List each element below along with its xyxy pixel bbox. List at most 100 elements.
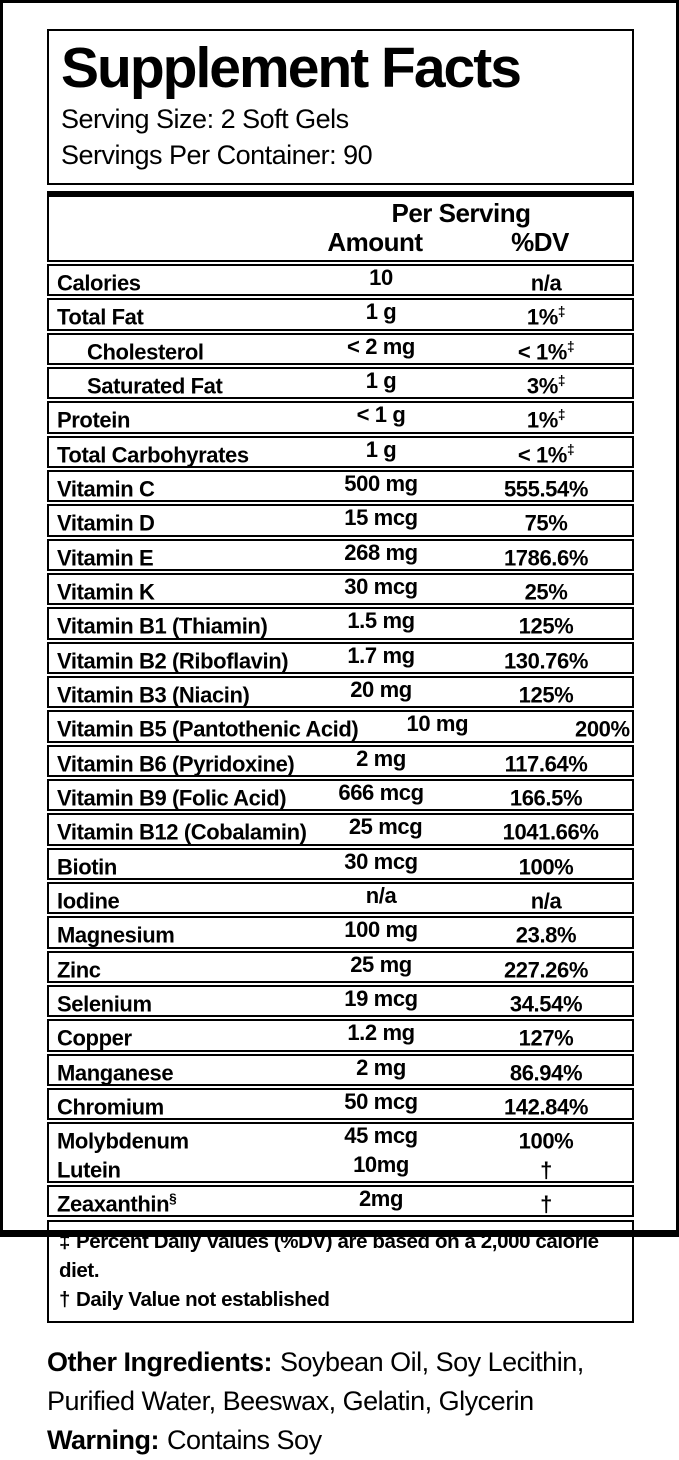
- dv-footnote-mark: ‡: [566, 338, 575, 354]
- dv-column-header: %DV: [511, 227, 569, 257]
- nutrient-name: Total Carbohyrates: [57, 441, 249, 467]
- facts-table: Per Serving Amount %DV Calories 10 n/a T…: [47, 191, 634, 1324]
- nutrient-name: Vitamin C: [57, 476, 155, 502]
- nutrient-name: Vitamin D: [57, 510, 155, 536]
- nutrient-daily-value: 1%‡: [526, 407, 566, 433]
- table-row: Vitamin K 30 mcg 25%: [47, 572, 634, 606]
- nutrient-name: Selenium: [57, 991, 152, 1017]
- per-serving-header: Per Serving: [391, 198, 531, 228]
- nutrient-daily-value: 23.8%: [515, 922, 577, 948]
- nutrient-daily-value: †: [540, 1191, 552, 1217]
- nutrient-name: Saturated Fat: [87, 373, 223, 399]
- nutrient-daily-value: 1786.6%: [503, 544, 589, 570]
- nutrient-name: Calories: [57, 270, 141, 296]
- nutrient-amount: 666 mcg: [338, 779, 424, 805]
- nutrient-amount: 19 mcg: [344, 985, 418, 1011]
- nutrient-daily-value: 100%: [518, 1128, 574, 1154]
- nutrient-amount: 1 g: [365, 367, 397, 393]
- footnote-box: ‡ Percent Daily Values (%DV) are based on…: [47, 1220, 634, 1324]
- servings-per-container: Servings Per Container: 90: [61, 140, 373, 170]
- nutrient-amount: 268 mg: [344, 539, 418, 565]
- nutrient-amount: < 2 mg: [347, 333, 415, 359]
- amount-column-header: Amount: [327, 227, 423, 257]
- nutrient-name: Magnesium: [57, 922, 175, 948]
- nutrient-daily-value: 130.76%: [503, 647, 589, 673]
- nutrient-name: Vitamin B6 (Pyridoxine): [57, 750, 295, 776]
- table-row: Vitamin B5 (Pantothenic Acid) 10 mg 200%: [47, 710, 634, 743]
- warning-label: Warning:: [47, 1425, 159, 1456]
- nutrient-amount: n/a: [365, 882, 397, 908]
- other-ingredients: Other Ingredients: Soybean Oil, Soy Lecit…: [47, 1343, 634, 1421]
- footnote-text: Daily Value not established: [76, 1288, 330, 1312]
- table-row: Vitamin C 500 mg 555.54%: [47, 469, 634, 503]
- table-row: Vitamin B1 (Thiamin) 1.5 mg 125%: [47, 607, 634, 640]
- nutrient-daily-value: 125%: [518, 682, 574, 708]
- table-row: Vitamin B3 (Niacin) 20 mg 125%: [47, 675, 634, 709]
- warning-text: Contains Soy: [166, 1425, 322, 1456]
- nutrient-name: Vitamin B2 (Riboflavin): [57, 647, 289, 673]
- table-row: Manganese 2 mg 86.94%: [47, 1053, 634, 1086]
- table-row: Selenium 19 mcg 34.54%: [47, 984, 634, 1018]
- nutrient-amount: 1.2 mg: [347, 1020, 415, 1046]
- nutrient-amount: 10mg: [353, 1151, 409, 1177]
- nutrient-name: Biotin: [57, 853, 117, 879]
- dv-footnote-mark: ‡: [557, 304, 566, 320]
- nutrient-daily-value: 86.94%: [509, 1059, 583, 1085]
- nutrient-daily-value: 1041.66%: [502, 819, 599, 845]
- nutrient-daily-value: 3%‡: [526, 372, 566, 399]
- table-row: Calories 10 n/a: [47, 264, 634, 297]
- nutrient-name: Cholesterol: [87, 338, 204, 364]
- table-row: Magnesium 100 mg 23.8%: [47, 916, 634, 949]
- nutrient-daily-value: 100%: [518, 853, 574, 879]
- table-row: Lutein 10mg †: [47, 1151, 634, 1183]
- table-row: Total Fat 1 g 1%‡: [47, 298, 634, 331]
- table-row: Molybdenum 45 mcg 100%: [47, 1122, 634, 1154]
- table-row: Zinc 25 mg 227.26%: [47, 950, 634, 983]
- serving-size: Serving Size: 2 Soft Gels: [61, 104, 349, 134]
- nutrient-amount: < 1 g: [356, 402, 406, 428]
- nutrient-amount: 2 mg: [356, 745, 406, 771]
- nutrient-name: Chromium: [57, 1094, 164, 1120]
- nutrient-name: Zeaxanthin§: [57, 1190, 177, 1217]
- nutrient-name: Zinc: [57, 956, 101, 982]
- nutrient-name-footnote-mark: §: [169, 1190, 177, 1206]
- dv-footnote-mark: ‡: [557, 372, 566, 388]
- nutrient-amount: 1.5 mg: [347, 608, 415, 634]
- warning-line: Warning: Contains Soy: [47, 1421, 634, 1460]
- nutrient-daily-value: 125%: [518, 613, 574, 639]
- nutrient-daily-value: 200%: [575, 716, 630, 742]
- nutrient-name: Vitamin B3 (Niacin): [57, 682, 250, 708]
- nutrient-amount: 50 mcg: [344, 1088, 418, 1114]
- nutrient-daily-value: 1%‡: [526, 304, 566, 330]
- nutrient-daily-value: 117.64%: [504, 750, 588, 776]
- nutrient-daily-value: 75%: [524, 510, 568, 536]
- nutrient-name: Manganese: [57, 1059, 174, 1085]
- nutrient-daily-value: 34.54%: [509, 991, 583, 1017]
- header-spacer: [55, 228, 296, 257]
- nutrient-name: Lutein: [57, 1156, 121, 1182]
- table-row: Saturated Fat 1 g 3%‡: [47, 366, 634, 400]
- nutrient-daily-value: 227.26%: [503, 956, 589, 982]
- table-row: Vitamin D 15 mcg 75%: [47, 504, 634, 537]
- footnote-text: Percent Daily Values (%DV) are based on …: [59, 1230, 599, 1283]
- dv-footnote-mark: ‡: [557, 407, 566, 423]
- facts-rows: Calories 10 n/a Total Fat 1 g 1%‡ Choles…: [47, 264, 634, 1218]
- nutrient-name: Protein: [57, 407, 130, 433]
- table-row: Cholesterol < 2 mg < 1%‡: [47, 332, 634, 365]
- table-header: Per Serving Amount %DV: [47, 191, 634, 262]
- footnote-dv-basis: ‡ Percent Daily Values (%DV) are based on…: [59, 1227, 622, 1285]
- column-headers-row: Amount %DV: [55, 228, 626, 257]
- nutrient-daily-value: n/a: [530, 270, 562, 296]
- table-row: Vitamin E 268 mg 1786.6%: [47, 538, 634, 571]
- nutrient-daily-value: < 1%‡: [517, 338, 575, 364]
- nutrient-daily-value: 25%: [524, 579, 568, 605]
- footnote-not-established: † Daily Value not established: [59, 1285, 622, 1314]
- table-row: Zeaxanthin§ 2mg †: [47, 1184, 634, 1218]
- nutrient-amount: 1 g: [365, 436, 397, 462]
- dv-footnote-mark: ‡: [566, 441, 575, 457]
- table-row: Copper 1.2 mg 127%: [47, 1019, 634, 1052]
- nutrient-name: Copper: [57, 1025, 132, 1051]
- table-row: Vitamin B12 (Cobalamin) 25 mcg 1041.66%: [47, 813, 634, 846]
- nutrient-daily-value: < 1%‡: [517, 441, 575, 467]
